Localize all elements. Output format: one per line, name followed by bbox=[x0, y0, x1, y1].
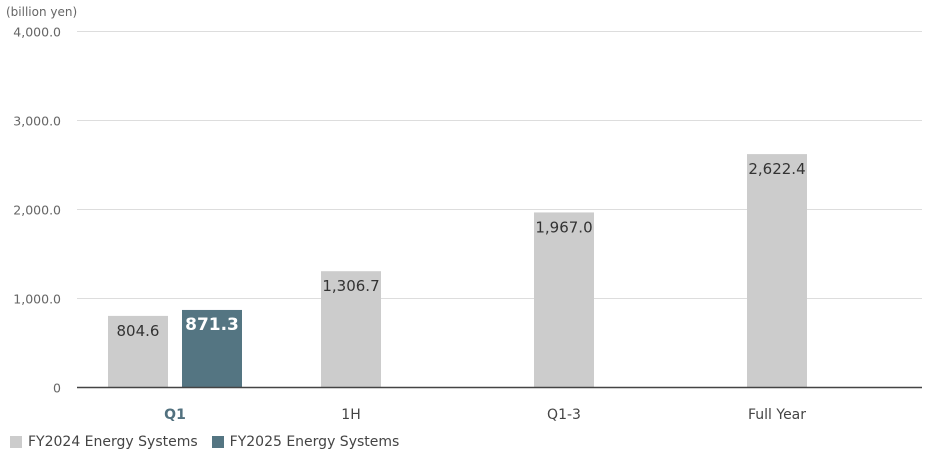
bar-value-label: 1,306.7 bbox=[322, 277, 379, 295]
bar-value-label: 2,622.4 bbox=[748, 160, 805, 178]
x-category-label: Full Year bbox=[748, 407, 806, 423]
y-tick-label: 3,000.0 bbox=[13, 114, 61, 129]
legend-item-fy2024: FY2024 Energy Systems bbox=[10, 434, 198, 450]
bars bbox=[108, 154, 807, 388]
bar-value-labels: 804.6 871.3 1,306.7 1,967.0 2,622.4 bbox=[117, 160, 806, 340]
bar-fy2024-full-year bbox=[747, 154, 807, 388]
legend-swatch-fy2024 bbox=[10, 436, 22, 448]
bar-fy2024-1h bbox=[321, 271, 381, 388]
legend-label-fy2025: FY2025 Energy Systems bbox=[229, 434, 400, 450]
legend: FY2024 Energy Systems FY2025 Energy Syst… bbox=[10, 434, 399, 450]
legend-label-fy2024: FY2024 Energy Systems bbox=[28, 434, 198, 450]
unit-label: (billion yen) bbox=[6, 5, 77, 19]
x-axis-category-labels: Q1 1H Q1-3 Full Year bbox=[164, 407, 806, 423]
bar-value-label: 1,967.0 bbox=[535, 218, 592, 236]
y-tick-label: 1,000.0 bbox=[13, 292, 61, 307]
y-tick-label: 4,000.0 bbox=[13, 25, 61, 40]
y-axis-ticks: 0 1,000.0 2,000.0 3,000.0 4,000.0 bbox=[13, 25, 61, 396]
x-category-label: Q1-3 bbox=[547, 407, 581, 423]
x-category-label: 1H bbox=[341, 407, 360, 423]
bar-fy2025-q1 bbox=[182, 309, 242, 388]
bar-fy2024-q1 bbox=[108, 315, 168, 388]
legend-swatch-fy2025 bbox=[211, 436, 224, 448]
y-tick-label: 0 bbox=[53, 381, 61, 396]
legend-item-fy2025: FY2025 Energy Systems bbox=[211, 434, 400, 450]
x-category-label: Q1 bbox=[164, 407, 186, 423]
bar-value-label: 871.3 bbox=[185, 315, 239, 335]
bar-value-label: 804.6 bbox=[117, 322, 160, 340]
y-tick-label: 2,000.0 bbox=[13, 203, 61, 218]
bar-fy2024-q1-3 bbox=[534, 212, 594, 388]
